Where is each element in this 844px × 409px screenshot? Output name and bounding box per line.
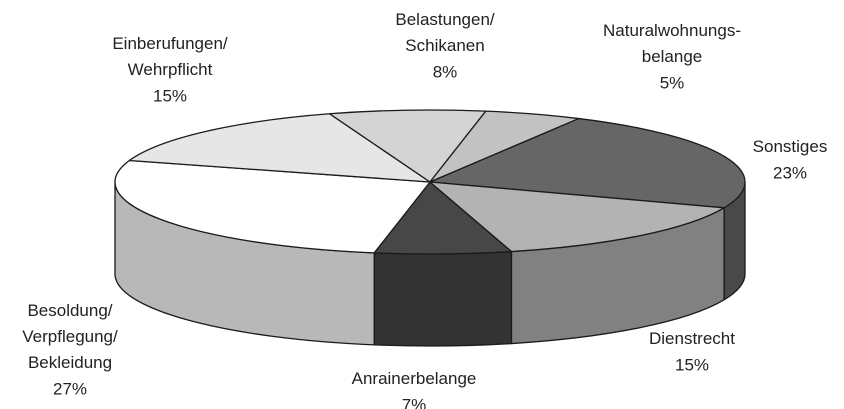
slice-label: Naturalwohnungs-belange (603, 21, 741, 66)
slice-label: Sonstiges (753, 137, 828, 156)
label-line: Besoldung/ (27, 301, 112, 320)
label-line: Schikanen (405, 36, 484, 55)
slice (328, 109, 487, 183)
value-label: 27% (53, 379, 87, 398)
label-line: Dienstrecht (649, 329, 735, 348)
slice-label: Einberufungen/Wehrpflicht (112, 34, 228, 79)
value-label: 15% (153, 86, 187, 105)
value-label: 5% (660, 73, 685, 92)
label-line: Anrainerbelange (352, 369, 477, 388)
value-label: 15% (675, 355, 709, 374)
slice-label: Anrainerbelange (352, 369, 477, 388)
label-line: Belastungen/ (395, 10, 495, 29)
slice-label: Belastungen/Schikanen (395, 10, 495, 55)
label-line: Sonstiges (753, 137, 828, 156)
label-line: Wehrpflicht (128, 60, 213, 79)
value-label: 7% (402, 395, 427, 409)
slice-side (373, 250, 513, 347)
slice-label: Besoldung/Verpflegung/Bekleidung (22, 301, 118, 372)
label-line: Verpflegung/ (22, 327, 118, 346)
label-line: Naturalwohnungs- (603, 21, 741, 40)
slice (429, 181, 725, 253)
slice-label: Dienstrecht (649, 329, 735, 348)
slice (114, 159, 431, 254)
slice (373, 181, 513, 255)
label-line: Bekleidung (28, 353, 112, 372)
value-label: 8% (433, 62, 458, 81)
value-label: 23% (773, 163, 807, 182)
slice (128, 113, 431, 183)
label-line: belange (642, 47, 703, 66)
label-line: Einberufungen/ (112, 34, 228, 53)
slice (429, 117, 746, 209)
